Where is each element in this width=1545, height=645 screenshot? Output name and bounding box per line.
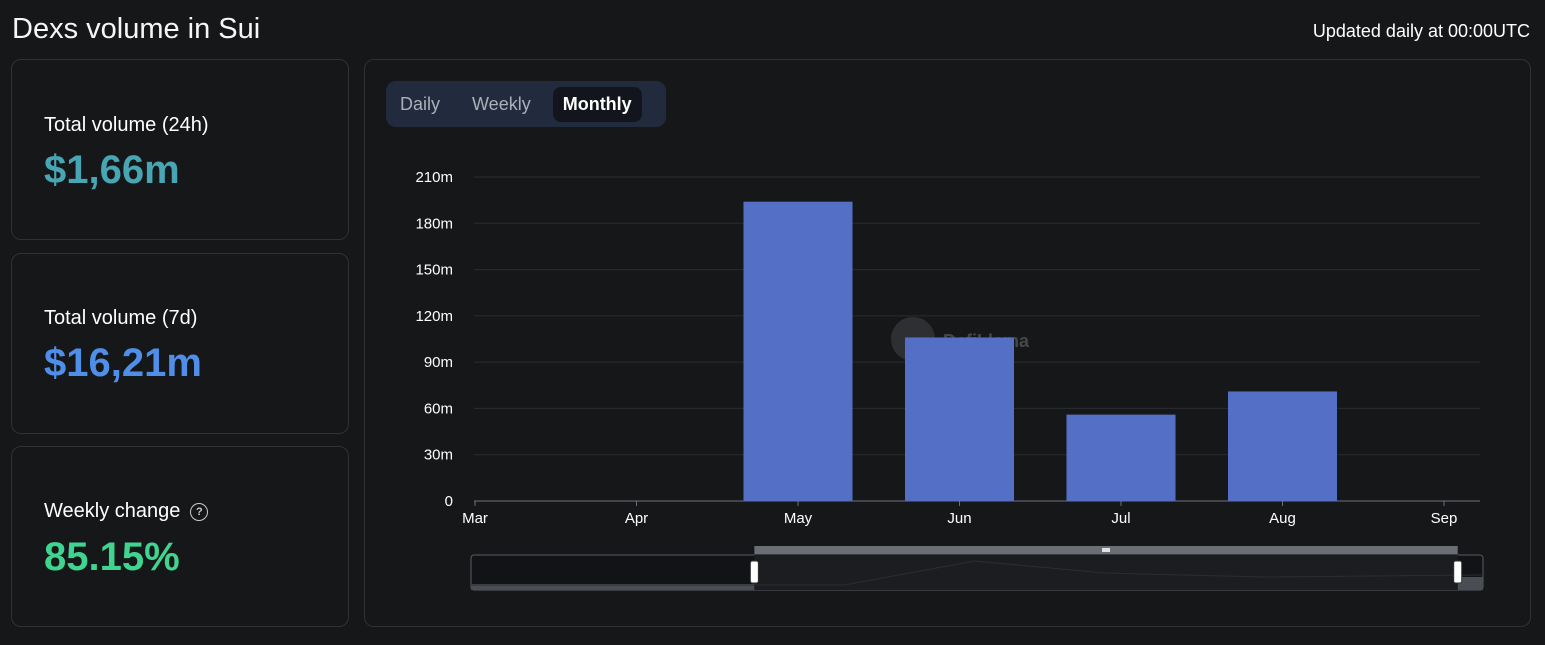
zoom-handle-left[interactable] (749, 560, 759, 584)
stat-value-7d: $16,21m (44, 341, 202, 385)
chart-panel: Daily Weekly Monthly 0 30m 60m 90m 120m 150m 1… (364, 59, 1531, 627)
x-tick-label: Mar (462, 510, 488, 527)
x-tick-label: Sep (1431, 510, 1458, 527)
stat-label-24h: Total volume (24h) (44, 114, 209, 136)
y-tick-label: 0 (445, 493, 453, 510)
tab-daily[interactable]: Daily (400, 93, 441, 114)
y-tick-label: 180m (415, 215, 453, 232)
x-tick-label: Apr (625, 510, 648, 527)
stat-value-24h: $1,66m (44, 148, 180, 192)
update-note: Updated daily at 00:00UTC (1312, 21, 1530, 41)
stat-label-weekly-change: Weekly change ? (44, 500, 209, 523)
zoom-slider-preview-line (471, 560, 1484, 586)
granularity-tabs: Daily Weekly Monthly (386, 81, 666, 127)
stat-card-7d: Total volume (7d) $16,21m (11, 253, 349, 434)
bar-jun[interactable] (905, 337, 1014, 501)
bar-jul[interactable] (1066, 414, 1176, 501)
x-tick-label: Jun (947, 510, 971, 527)
bar-may[interactable] (743, 201, 853, 501)
volume-bar-chart: 030m60m90m120m150m180m210mDefiLlamaMarAp… (415, 169, 1484, 591)
stat-label-7d: Total volume (7d) (44, 307, 198, 329)
zoom-slider-fill-right (1457, 577, 1483, 590)
x-tick-label: May (784, 510, 813, 527)
stat-value-weekly-change: 85.15% (44, 535, 180, 579)
x-tick-label: Aug (1269, 510, 1296, 527)
tab-weekly[interactable]: Weekly (472, 93, 531, 114)
page-title: Dexs volume in Sui (12, 13, 261, 45)
zoom-handle-right[interactable] (1453, 560, 1463, 584)
help-icon[interactable]: ? (190, 502, 209, 521)
y-tick-label: 30m (424, 447, 453, 464)
stat-card-24h: Total volume (24h) $1,66m (11, 59, 349, 240)
tab-monthly[interactable]: Monthly (552, 86, 642, 122)
y-tick-label: 150m (415, 262, 453, 279)
y-tick-label: 60m (424, 400, 453, 417)
zoom-slider-window[interactable] (754, 555, 1458, 590)
zoom-slider-grip-icon (1102, 548, 1111, 552)
x-tick-label: Jul (1111, 510, 1130, 527)
y-tick-label: 120m (415, 308, 453, 325)
y-tick-label: 210m (415, 169, 453, 186)
stat-card-weekly-change: Weekly change ? 85.15% (11, 446, 349, 627)
bar-aug[interactable] (1228, 391, 1337, 501)
y-tick-label: 90m (424, 354, 453, 371)
zoom-slider-fill-left (471, 584, 755, 590)
weekly-change-label: Weekly change (44, 500, 181, 522)
